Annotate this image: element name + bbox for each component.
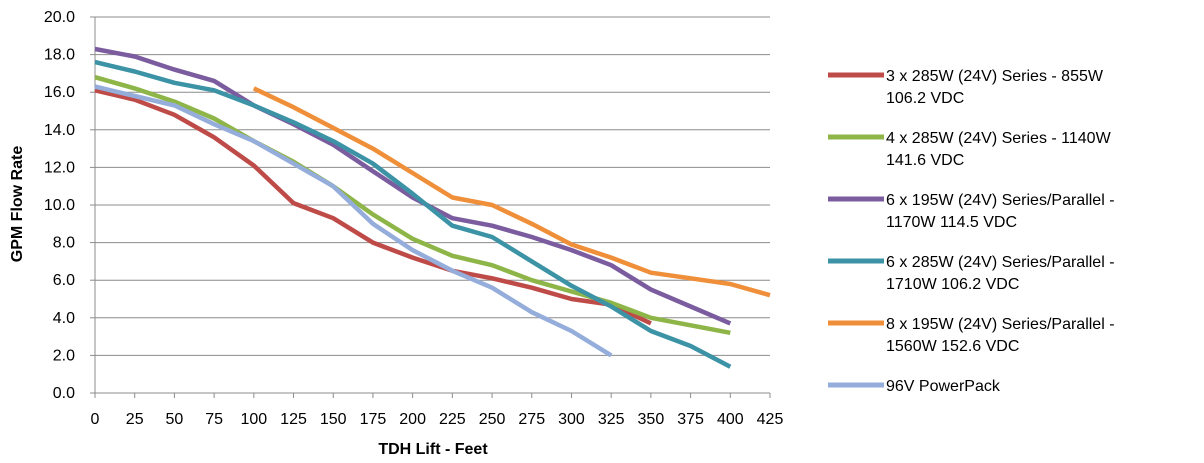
y-tick-label: 8.0 (53, 235, 75, 252)
y-tick-label: 4.0 (53, 310, 75, 327)
x-tick-label: 200 (399, 411, 426, 428)
y-tick-label: 16.0 (44, 84, 75, 101)
legend-label: 4 x 285W (24V) Series - 1140W (886, 130, 1112, 147)
y-tick-label: 14.0 (44, 122, 75, 139)
series-lines (94, 46, 771, 369)
y-tick-label: 0.0 (53, 385, 75, 402)
series-line-4 (94, 59, 732, 369)
gridlines (95, 16, 770, 356)
x-tick-label: 375 (677, 411, 704, 428)
x-tick-label: 425 (757, 411, 784, 428)
legend-label: 6 x 285W (24V) Series/Parallel - (886, 254, 1115, 271)
legend-label: 106.2 VDC (886, 90, 964, 107)
x-tick-label: 50 (166, 411, 184, 428)
x-tick-label: 350 (638, 411, 665, 428)
y-tick-label: 18.0 (44, 47, 75, 64)
x-tick-label: 250 (479, 411, 506, 428)
y-tick-label: 20.0 (44, 9, 75, 26)
x-tick-labels: 0 25 50 75 100 125 150 175 200 225 250 275 300 325 350… (91, 411, 784, 428)
series-line-3 (94, 46, 732, 326)
x-tick-label: 125 (280, 411, 307, 428)
x-tick-label: 225 (439, 411, 466, 428)
series-line-1 (94, 88, 652, 326)
y-tick-label: 10.0 (44, 197, 75, 214)
legend-label: 3 x 285W (24V) Series - 855W (886, 68, 1104, 85)
x-tick-label: 275 (518, 411, 545, 428)
x-tick-label: 0 (91, 411, 100, 428)
legend-label: 96V PowerPack (886, 378, 1001, 395)
legend-label: 8 x 195W (24V) Series/Parallel - (886, 316, 1115, 333)
series-line-5 (252, 86, 771, 298)
y-tick-label: 12.0 (44, 159, 75, 176)
x-tick-label: 25 (126, 411, 144, 428)
x-tick-label: 400 (717, 411, 744, 428)
x-axis-title: TDH Lift - Feet (378, 441, 488, 458)
legend-label: 1560W 152.6 VDC (886, 338, 1019, 355)
legend-label: 6 x 195W (24V) Series/Parallel - (886, 192, 1115, 209)
x-tick-label: 325 (598, 411, 625, 428)
legend: 3 x 285W (24V) Series - 855W 106.2 VDC 4 x… (828, 68, 1115, 395)
legend-label: 141.6 VDC (886, 152, 964, 169)
x-tick-label: 150 (320, 411, 347, 428)
series-line-2 (94, 75, 731, 336)
y-axis-title: GPM Flow Rate (9, 146, 26, 263)
x-tick-label: 75 (205, 411, 223, 428)
y-tick-labels: 0.0 2.0 4.0 6.0 8.0 10.0 12.0 14.0 16.0 18.0 20.0 (44, 9, 75, 402)
y-tick-label: 2.0 (53, 347, 75, 364)
axes (90, 16, 771, 398)
x-tick-label: 175 (360, 411, 387, 428)
legend-label: 1710W 106.2 VDC (886, 276, 1019, 293)
y-tick-label: 6.0 (53, 272, 75, 289)
series-line-6 (94, 84, 613, 358)
x-tick-label: 300 (558, 411, 585, 428)
x-tick-label: 100 (240, 411, 267, 428)
legend-label: 1170W 114.5 VDC (886, 214, 1017, 231)
